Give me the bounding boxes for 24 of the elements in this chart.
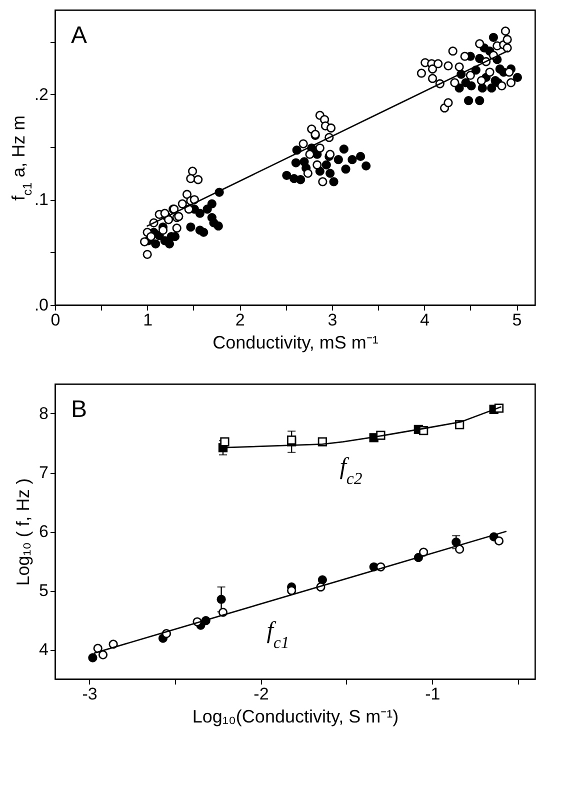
y-tick-label: 6 xyxy=(39,522,48,541)
y-axis-title: Log₁₀ ( f, Hz ) xyxy=(13,478,34,586)
x-tick-label: -3 xyxy=(82,684,98,704)
x-tick-label: -2 xyxy=(254,684,269,704)
y-tick-label: 7 xyxy=(39,463,48,482)
x-axis-title: Conductivity, mS m⁻¹ xyxy=(212,332,378,352)
annotation: A xyxy=(71,22,88,49)
annotation: f$_{c1}$ xyxy=(266,618,290,652)
x-tick-label: 4 xyxy=(420,310,430,330)
x-tick-label: 1 xyxy=(143,310,153,330)
x-tick-label: -1 xyxy=(425,684,440,704)
y-tick-label: 8 xyxy=(39,404,48,423)
y-tick-label: .1 xyxy=(34,190,48,210)
y-tick-label: 5 xyxy=(39,581,48,600)
x-tick-label: 2 xyxy=(235,310,245,330)
annotation: f$_{c2}$ xyxy=(340,454,363,488)
y-tick-label: .2 xyxy=(34,84,48,104)
x-tick-label: 0 xyxy=(50,310,60,330)
y-tick-label: 4 xyxy=(39,640,48,659)
x-tick-label: 5 xyxy=(512,310,522,330)
x-axis-title: Log₁₀(Conductivity, S m⁻¹) xyxy=(192,706,399,726)
x-tick-label: 3 xyxy=(328,310,338,330)
annotation: B xyxy=(71,396,88,423)
y-tick-label: .0 xyxy=(34,296,48,314)
